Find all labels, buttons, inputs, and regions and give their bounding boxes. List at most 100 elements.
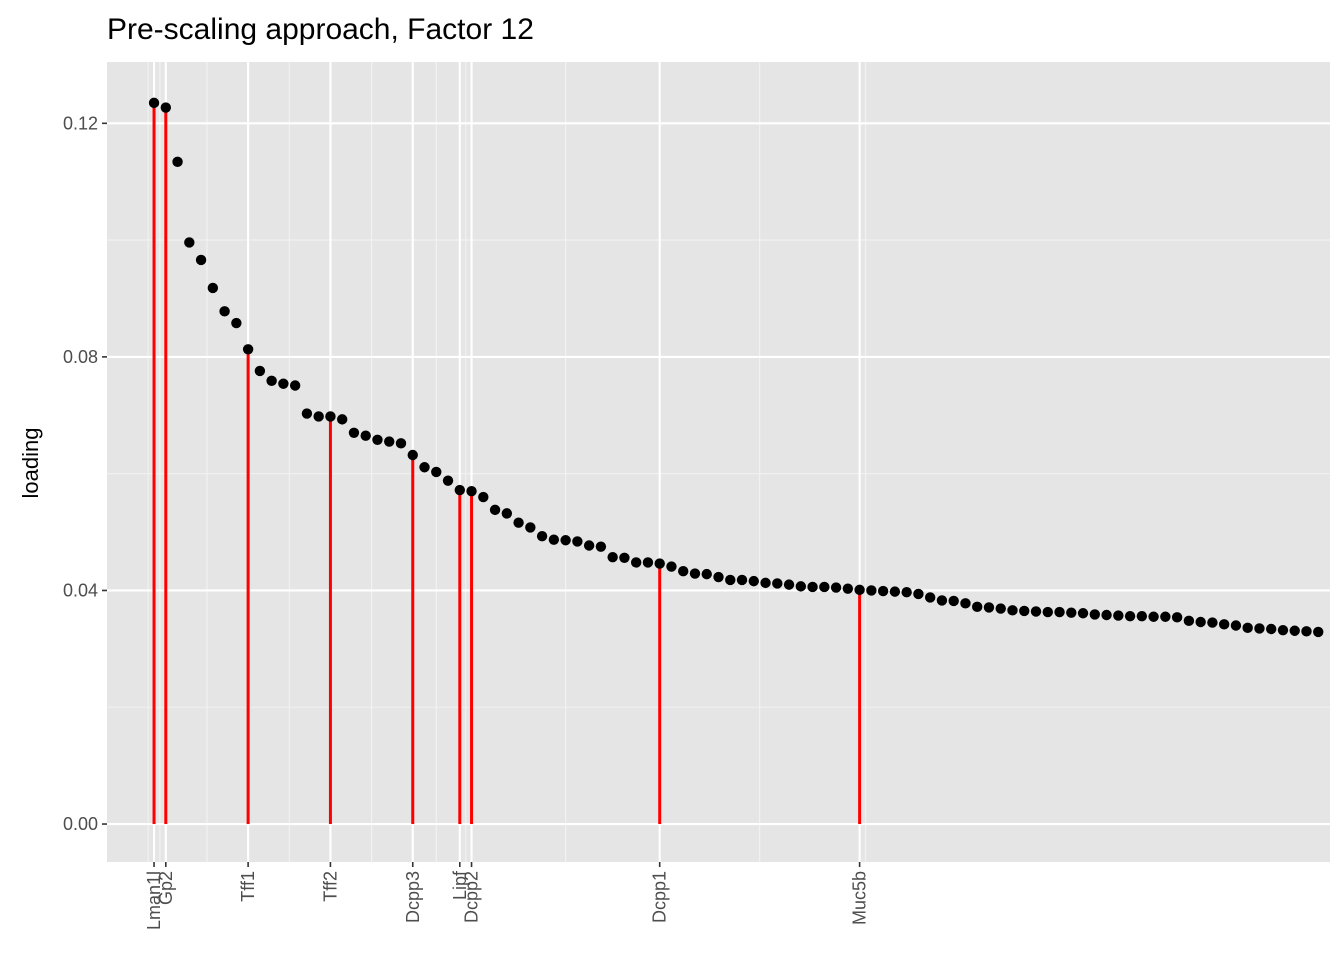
data-point [960, 598, 971, 609]
data-point [513, 517, 524, 528]
data-point [172, 156, 183, 168]
data-point [1171, 612, 1183, 623]
data-point [313, 411, 324, 422]
data-point [689, 568, 701, 579]
highlight-segments [152, 102, 862, 825]
data-point [972, 601, 983, 613]
y-axis-ticks: 0.00 0.04 0.08 0.12 [63, 113, 107, 834]
data-point [630, 557, 642, 568]
y-axis-label: loading [18, 428, 43, 499]
data-point [1160, 611, 1171, 622]
data-point [1183, 615, 1195, 627]
data-point [336, 414, 348, 425]
data-point [1124, 610, 1136, 622]
data-point [266, 375, 277, 387]
data-point [278, 378, 289, 389]
data-point [1136, 610, 1148, 622]
data-point [242, 344, 254, 355]
data-point [1089, 609, 1101, 620]
data-point [819, 581, 830, 593]
data-point [207, 282, 219, 294]
data-point [1207, 617, 1218, 628]
data-point [148, 97, 160, 109]
data-point [725, 574, 736, 586]
x-tick-label-lman1l: Lman1l [144, 871, 164, 930]
data-point [1301, 626, 1312, 637]
data-point [1313, 626, 1324, 638]
data-point [1030, 606, 1042, 617]
data-point [525, 522, 536, 533]
data-point [783, 579, 795, 590]
data-point [442, 475, 454, 486]
y-tick-label: 0.04 [63, 580, 98, 600]
data-point [1101, 609, 1112, 621]
data-point [219, 306, 230, 317]
x-tick-label-dcpp3: Dcpp3 [403, 871, 423, 923]
data-point [760, 577, 771, 589]
data-point [501, 508, 513, 519]
y-tick-label: 0.12 [63, 113, 98, 133]
data-point [560, 535, 571, 546]
data-point [619, 552, 630, 563]
x-tick-label-tff1: Tff1 [238, 871, 258, 902]
data-point [1277, 624, 1289, 636]
chart-title: Pre-scaling approach, Factor 12 [107, 13, 534, 46]
data-point [548, 534, 560, 545]
data-point [948, 595, 959, 607]
data-point [713, 571, 724, 583]
data-point [431, 466, 442, 478]
data-point [889, 586, 901, 597]
data-point [184, 237, 195, 248]
data-point [1066, 607, 1077, 618]
data-point [854, 584, 865, 596]
data-point [1077, 608, 1089, 619]
data-point [842, 583, 854, 594]
data-point [478, 491, 489, 503]
data-point [466, 485, 477, 497]
plot-panel [107, 62, 1330, 862]
data-point [395, 438, 407, 449]
data-point [983, 602, 995, 613]
data-point [995, 603, 1006, 614]
data-point [1289, 625, 1300, 636]
data-point [1218, 619, 1230, 630]
data-point [384, 436, 395, 447]
data-point [678, 565, 689, 577]
data-point [254, 365, 266, 377]
data-point [654, 558, 665, 569]
data-point [325, 411, 336, 422]
x-tick-label-lipf: Lipf [450, 870, 470, 900]
data-point [1254, 623, 1265, 634]
data-point [607, 551, 618, 563]
x-tick-label-dcpp1: Dcpp1 [650, 871, 670, 923]
minor-gridlines [107, 62, 1330, 862]
data-point [595, 541, 607, 552]
data-point [1007, 605, 1018, 616]
data-point [1042, 606, 1053, 618]
data-point [666, 561, 677, 572]
data-point [489, 504, 501, 516]
data-point [1019, 605, 1030, 617]
data-point [1230, 620, 1242, 631]
x-tick-label-gp2: Gp2 [156, 871, 176, 905]
data-point [572, 536, 583, 547]
y-tick-label: 0.08 [63, 347, 98, 367]
data-point [748, 575, 759, 587]
data-point [454, 484, 465, 496]
data-point [1195, 616, 1206, 628]
data-point [901, 587, 912, 598]
data-point [913, 588, 924, 600]
data-point [807, 581, 818, 593]
data-points [148, 97, 1324, 638]
data-point [924, 592, 936, 603]
x-tick-label-muc5b: Muc5b [850, 871, 870, 925]
data-point [407, 449, 418, 461]
x-tick-label-dcpp2: Dcpp2 [462, 871, 482, 923]
data-point [1113, 610, 1124, 621]
data-point [372, 434, 383, 446]
data-point [1242, 622, 1253, 634]
data-point [1054, 606, 1065, 618]
data-point [877, 585, 889, 597]
data-point [866, 585, 877, 596]
